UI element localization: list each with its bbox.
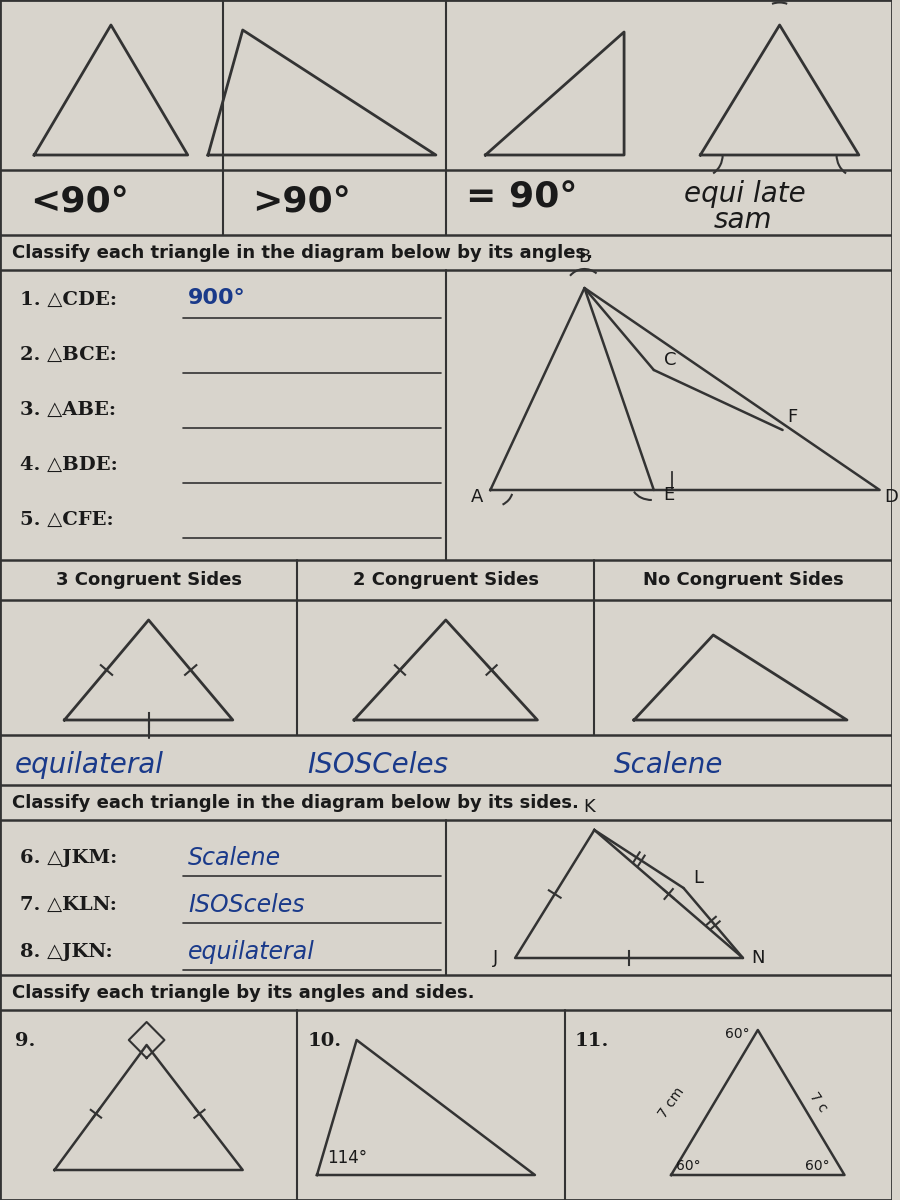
Text: 11.: 11. bbox=[574, 1032, 609, 1050]
Text: 60°: 60° bbox=[676, 1159, 701, 1174]
Text: C: C bbox=[663, 350, 676, 370]
Text: equilateral: equilateral bbox=[15, 751, 164, 779]
Text: L: L bbox=[693, 869, 704, 887]
Text: Classify each triangle in the diagram below by its angles.: Classify each triangle in the diagram be… bbox=[12, 244, 593, 262]
Text: Scalene: Scalene bbox=[614, 751, 724, 779]
Text: sam: sam bbox=[713, 206, 771, 234]
Text: equi late: equi late bbox=[683, 180, 806, 209]
Text: 60°: 60° bbox=[725, 1027, 750, 1040]
Text: 5. △CFE:: 5. △CFE: bbox=[20, 511, 113, 529]
Text: B: B bbox=[579, 248, 590, 266]
Text: 7. △KLN:: 7. △KLN: bbox=[20, 896, 117, 914]
Text: 3 Congruent Sides: 3 Congruent Sides bbox=[56, 571, 241, 589]
Text: 2 Congruent Sides: 2 Congruent Sides bbox=[353, 571, 539, 589]
Text: Classify each triangle in the diagram below by its sides.: Classify each triangle in the diagram be… bbox=[12, 793, 579, 811]
Text: F: F bbox=[788, 408, 797, 426]
Text: >90°: >90° bbox=[253, 186, 351, 220]
Text: 7 c: 7 c bbox=[806, 1090, 830, 1115]
Text: 114°: 114° bbox=[327, 1150, 367, 1166]
Text: ISOSceles: ISOSceles bbox=[188, 893, 305, 917]
Text: 8. △JKN:: 8. △JKN: bbox=[20, 943, 112, 961]
Text: E: E bbox=[663, 486, 675, 504]
Text: 1. △CDE:: 1. △CDE: bbox=[20, 290, 117, 308]
Text: K: K bbox=[583, 798, 595, 816]
Text: 2. △BCE:: 2. △BCE: bbox=[20, 346, 117, 364]
Text: 6. △JKM:: 6. △JKM: bbox=[20, 850, 117, 866]
Text: 3. △ABE:: 3. △ABE: bbox=[20, 401, 116, 419]
Text: No Congruent Sides: No Congruent Sides bbox=[643, 571, 843, 589]
Text: ISOSCeles: ISOSCeles bbox=[307, 751, 448, 779]
Text: J: J bbox=[493, 949, 499, 967]
Text: 7 cm: 7 cm bbox=[655, 1085, 687, 1121]
Text: Classify each triangle by its angles and sides.: Classify each triangle by its angles and… bbox=[12, 984, 474, 1002]
Text: N: N bbox=[751, 949, 764, 967]
Text: A: A bbox=[471, 488, 483, 506]
Text: 60°: 60° bbox=[805, 1159, 830, 1174]
Text: 9.: 9. bbox=[15, 1032, 35, 1050]
Text: D: D bbox=[885, 488, 898, 506]
Text: 10.: 10. bbox=[307, 1032, 341, 1050]
Text: 900°: 900° bbox=[188, 288, 246, 308]
Text: 4. △BDE:: 4. △BDE: bbox=[20, 456, 118, 474]
Text: = 90°: = 90° bbox=[465, 180, 577, 215]
Text: <90°: <90° bbox=[30, 186, 129, 220]
Text: Scalene: Scalene bbox=[188, 846, 282, 870]
Text: equilateral: equilateral bbox=[188, 940, 315, 964]
